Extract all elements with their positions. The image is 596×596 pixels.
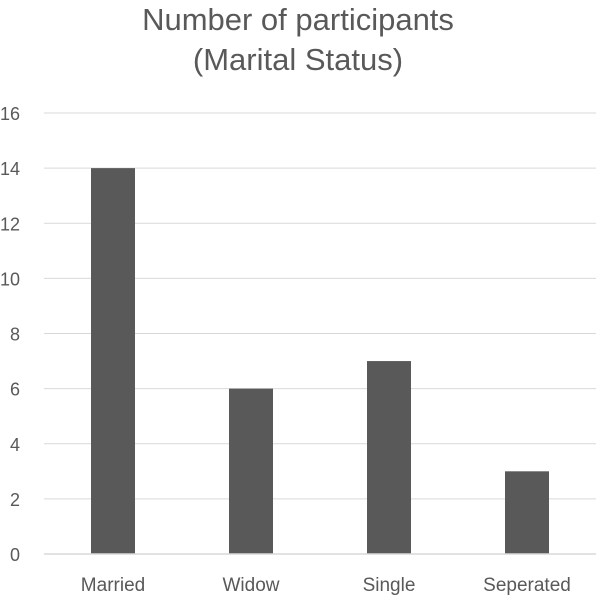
- y-tick-label: 4: [10, 435, 20, 455]
- chart-title-line-2: (Marital Status): [192, 42, 404, 77]
- x-tick-label: Widow: [222, 575, 279, 596]
- y-tick-label: 10: [0, 269, 20, 289]
- y-tick-label: 14: [0, 159, 20, 179]
- y-tick-label: 16: [0, 104, 20, 124]
- bar-widow: [229, 388, 273, 554]
- bar-seperated: [505, 471, 549, 554]
- y-tick-label: 12: [0, 214, 20, 234]
- y-tick-label: 6: [10, 380, 20, 400]
- bar-single: [367, 361, 411, 554]
- chart-title-line-1: Number of participants: [142, 2, 454, 37]
- y-tick-label: 8: [10, 325, 20, 345]
- bar-married: [91, 168, 135, 554]
- y-tick-label: 2: [10, 490, 20, 510]
- x-tick-label: Seperated: [483, 575, 571, 596]
- y-tick-label: 0: [10, 545, 20, 565]
- x-tick-label: Married: [81, 575, 145, 596]
- x-tick-label: Single: [363, 575, 416, 596]
